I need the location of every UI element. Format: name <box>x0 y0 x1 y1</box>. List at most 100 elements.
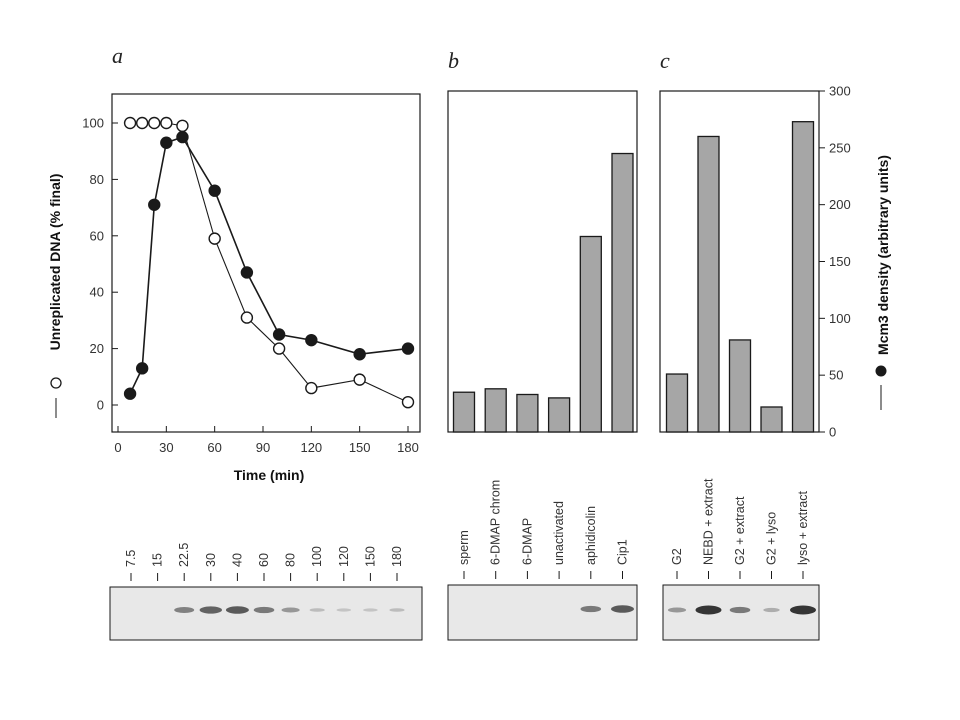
panel-a-lane-label: 7.5 <box>124 550 138 567</box>
panel-a-xlabel: Time (min) <box>234 467 305 483</box>
panel-a-point-filled <box>272 328 286 341</box>
panel-a-xtick-label: 180 <box>397 440 419 455</box>
panel-a-point-open <box>353 373 366 386</box>
panel-a-point-open <box>272 342 286 355</box>
panel-c-bar <box>791 121 815 433</box>
panel-a-point-filled <box>305 333 318 347</box>
panel-a-lane-label: 80 <box>284 553 298 567</box>
panel-a-lane-label: 60 <box>257 553 271 567</box>
panel-b-bar <box>579 235 602 433</box>
panel-b-lane-label: 6-DMAP chrom <box>489 480 503 565</box>
panel-a-lane-label: 22.5 <box>177 543 191 567</box>
panel-a-blot <box>109 586 423 641</box>
panel-c-bar <box>728 339 752 433</box>
panel-c-ytick-label: 250 <box>829 140 851 155</box>
panel-a-band <box>363 608 378 612</box>
panel-a-ytick-label: 60 <box>90 228 104 243</box>
panel-b-lane-label: sperm <box>457 530 471 565</box>
panel-a-ytick-label: 0 <box>97 398 104 413</box>
panel-b-lane-label: unactivated <box>552 501 566 565</box>
panel-b-bar <box>611 152 634 433</box>
panel-c-lane-label: G2 <box>670 548 684 565</box>
panel-c-lane-label: G2 + extract <box>733 496 747 565</box>
panel-a-lane-labels: 7.5 15 22.5 30 40 60 80 100 120 150 180 <box>124 543 404 581</box>
panel-a-point-filled <box>401 342 415 355</box>
panel-b-lane-label: 6-DMAP <box>520 518 534 565</box>
panel-c-ytick-label: 300 <box>829 84 851 99</box>
panel-a-band <box>389 608 405 612</box>
panel-c-bar <box>697 135 720 433</box>
panel-a-lane-label: 180 <box>390 546 404 567</box>
panel-a-point-open <box>135 116 149 130</box>
panel-c-lane-labels: G2 NEBD + extract G2 + extract G2 + lyso lys… <box>670 478 810 579</box>
panel-a-point-open <box>148 116 161 130</box>
panel-c-ytick-label: 100 <box>829 311 851 326</box>
panel-a-lane-label: 120 <box>337 546 351 567</box>
panel-a-series-lines <box>129 122 409 403</box>
panel-a-ytick-label: 40 <box>90 285 104 300</box>
panel-a-lane-label: 100 <box>310 546 324 567</box>
panel-a-lane-label: 150 <box>363 546 377 567</box>
panel-a-band <box>253 606 275 614</box>
panel-c-bar <box>760 406 783 433</box>
panel-a-xtick-label: 150 <box>349 440 371 455</box>
panel-a-lane-label: 30 <box>204 553 218 567</box>
panel-a-band <box>174 607 195 613</box>
panel-a-point-filled <box>176 130 189 144</box>
panel-a-band <box>336 608 352 612</box>
panel-a-point-filled <box>208 184 221 197</box>
panel-b-plot-frame <box>447 90 638 433</box>
panel-a-xtick-label: 30 <box>159 440 173 455</box>
panel-a-point-filled <box>123 387 137 400</box>
panel-a-xtick-label: 0 <box>114 440 121 455</box>
panel-a-point-filled <box>240 266 254 279</box>
panel-b-bar <box>516 393 539 433</box>
panel-c-lane-label: NEBD + extract <box>702 478 716 565</box>
panel-c-ytick-label: 200 <box>829 197 851 212</box>
panel-a-series-line-open <box>130 122 409 403</box>
panel-a-xtick-label: 120 <box>300 440 322 455</box>
panel-c-bar <box>665 373 689 433</box>
panel-a-point-filled <box>160 136 173 149</box>
panel-a-point-open <box>123 116 137 130</box>
panel-a-band <box>309 608 325 612</box>
panel-b-lane-label: aphidicolin <box>584 506 598 565</box>
panel-c-lane-label: G2 + lyso <box>765 512 779 565</box>
panel-a-points <box>123 116 415 409</box>
panel-a-point-filled <box>353 348 366 361</box>
panel-b-lane-label: Cip1 <box>616 539 630 565</box>
panel-c-ytick-label: 150 <box>829 254 851 269</box>
panel-a-xtick-label: 90 <box>256 440 270 455</box>
panel-c-band <box>695 605 722 615</box>
panel-b-bar <box>484 388 507 433</box>
panel-b-bar <box>452 391 476 433</box>
panel-a-band <box>225 606 249 614</box>
panel-a-point-open <box>160 116 173 130</box>
panel-c-ytick-label: 50 <box>829 368 843 383</box>
panel-a-band <box>199 606 222 614</box>
panel-c-lane-label: lyso + extract <box>796 490 810 565</box>
panel-a-point-filled <box>148 198 161 211</box>
panel-a-plot-frame <box>111 93 421 433</box>
panel-c-legend-filled-marker <box>875 365 887 410</box>
panel-b-lane-labels: sperm 6-DMAP chrom 6-DMAP unactivated aphidi… <box>457 480 630 579</box>
panel-a-legend-open-marker <box>50 377 62 418</box>
panel-letter-a: a <box>112 43 123 68</box>
panel-c-band <box>667 607 687 613</box>
panel-c-band <box>763 607 780 613</box>
panel-a-xtick-label: 60 <box>207 440 221 455</box>
panel-a-point-open <box>176 119 189 133</box>
panel-c-band <box>729 606 751 614</box>
panel-a-point-open <box>208 232 221 245</box>
panel-a-point-open <box>305 381 318 395</box>
panel-a-series-line-filled <box>129 136 409 395</box>
panel-a-point-open <box>401 395 415 409</box>
panel-b-band <box>580 605 602 613</box>
panel-letter-c: c <box>660 48 670 73</box>
panel-c-bars <box>665 121 815 433</box>
panel-b-band <box>611 605 634 613</box>
panel-a-ytick-label: 80 <box>90 172 104 187</box>
panel-c-right-axis: 0 50 100 150 200 250 300 <box>819 84 851 440</box>
panel-a-point-filled <box>135 362 149 375</box>
